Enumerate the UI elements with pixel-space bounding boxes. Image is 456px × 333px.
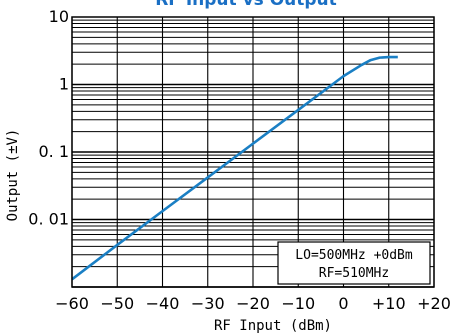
series-line bbox=[71, 55, 398, 281]
chart-title: RF Input vs Output bbox=[155, 0, 337, 10]
x-tick-label: −60 bbox=[55, 294, 89, 313]
y-axis-label: Output (±V) bbox=[5, 129, 21, 222]
x-tick-label: −40 bbox=[146, 294, 180, 313]
x-tick-labels: −60 −50 −40 −30 −20 −10 0 +10 +20 bbox=[55, 294, 451, 313]
y-tick-label: 1 bbox=[59, 75, 69, 94]
x-tick-label: +10 bbox=[372, 294, 406, 313]
grid bbox=[71, 17, 435, 288]
annotation-border bbox=[277, 241, 431, 285]
y-tick-label: 0. 1 bbox=[38, 142, 69, 161]
x-tick-label: −50 bbox=[100, 294, 134, 313]
annotation-box: LO=500MHz +0dBm RF=510MHz bbox=[277, 241, 431, 285]
series-layer bbox=[71, 55, 398, 281]
y-tick-labels: 10 1 0. 1 0. 01 bbox=[28, 7, 69, 229]
x-tick-label: +20 bbox=[417, 294, 451, 313]
x-tick-label: −10 bbox=[281, 294, 315, 313]
y-tick-label: 10 bbox=[49, 7, 69, 26]
annotation-line-1: LO=500MHz +0dBm bbox=[295, 248, 413, 263]
x-tick-label: −30 bbox=[191, 294, 225, 313]
y-tick-label: 0. 01 bbox=[28, 210, 69, 229]
x-tick-label: 0 bbox=[338, 294, 348, 313]
annotation-line-2: RF=510MHz bbox=[319, 266, 389, 281]
x-axis-label: RF Input (dBm) bbox=[214, 318, 332, 333]
x-tick-label: −20 bbox=[236, 294, 270, 313]
plot-frame bbox=[71, 16, 435, 288]
